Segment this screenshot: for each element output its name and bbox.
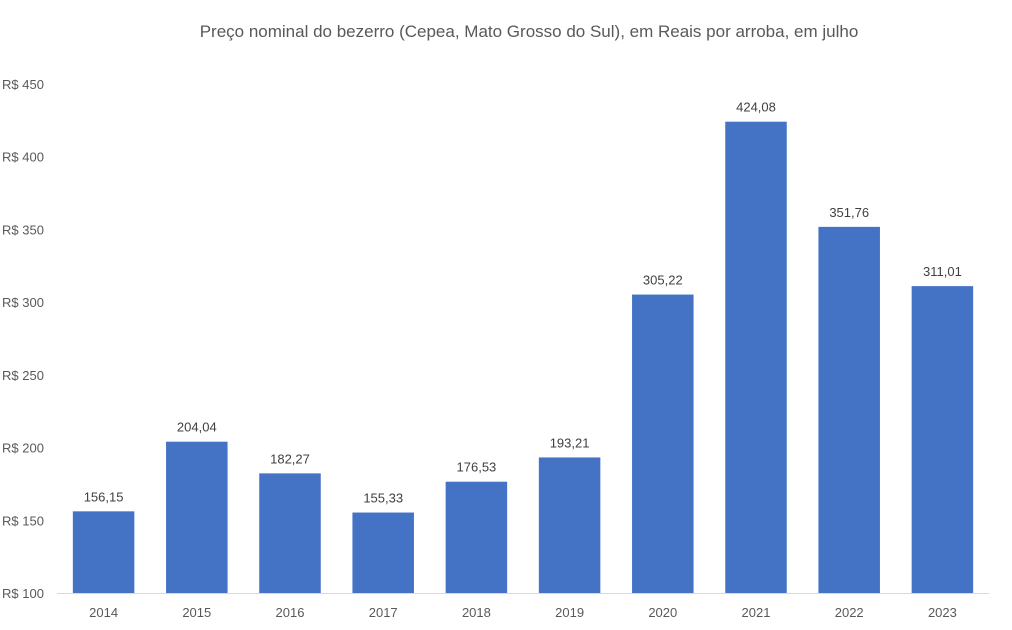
y-tick-label: R$ 300 [2,295,44,310]
data-label: 305,22 [643,273,683,288]
y-axis-ticks: R$ 100 R$ 150 R$ 200 R$ 250 R$ 300 R$ 350 R$ 4… [2,77,44,601]
data-label: 182,27 [270,451,310,466]
x-axis-ticks: 2014 2015 2016 2017 2018 2019 2020 2021 2022 2023 [89,605,957,620]
y-tick-label: R$ 350 [2,222,44,237]
x-tick-label: 2016 [276,605,305,620]
bar [538,457,601,593]
y-tick-label: R$ 200 [2,441,44,456]
y-tick-label: R$ 450 [2,77,44,92]
bar [445,481,508,593]
bar [911,286,974,593]
y-tick-label: R$ 150 [2,513,44,528]
data-label: 351,76 [829,205,869,220]
x-tick-label: 2018 [462,605,491,620]
y-tick-label: R$ 250 [2,368,44,383]
data-label: 156,15 [84,489,124,504]
x-tick-label: 2017 [369,605,398,620]
chart-title: Preço nominal do bezerro (Cepea, Mato Gr… [199,22,859,41]
x-tick-label: 2014 [89,605,118,620]
data-label: 155,33 [363,491,403,506]
bar [352,512,414,593]
bars [72,121,974,594]
bar [166,441,228,593]
y-tick-label: R$ 100 [2,586,44,601]
bar [259,473,321,593]
x-tick-label: 2023 [928,605,957,620]
bar [632,294,694,593]
data-label: 311,01 [923,264,962,279]
data-label: 176,53 [457,460,497,475]
y-tick-label: R$ 400 [2,150,44,165]
x-tick-label: 2019 [555,605,584,620]
bar [725,121,787,594]
data-label: 204,04 [177,420,217,435]
data-label: 424,08 [736,100,776,115]
data-labels: 156,15 204,04 182,27 155,33 176,53 193,21 305,… [84,100,962,506]
x-tick-label: 2015 [182,605,211,620]
x-tick-label: 2021 [742,605,771,620]
bar [818,226,880,594]
x-tick-label: 2022 [835,605,864,620]
data-label: 193,21 [550,435,590,450]
x-tick-label: 2020 [648,605,677,620]
bar [72,511,135,593]
